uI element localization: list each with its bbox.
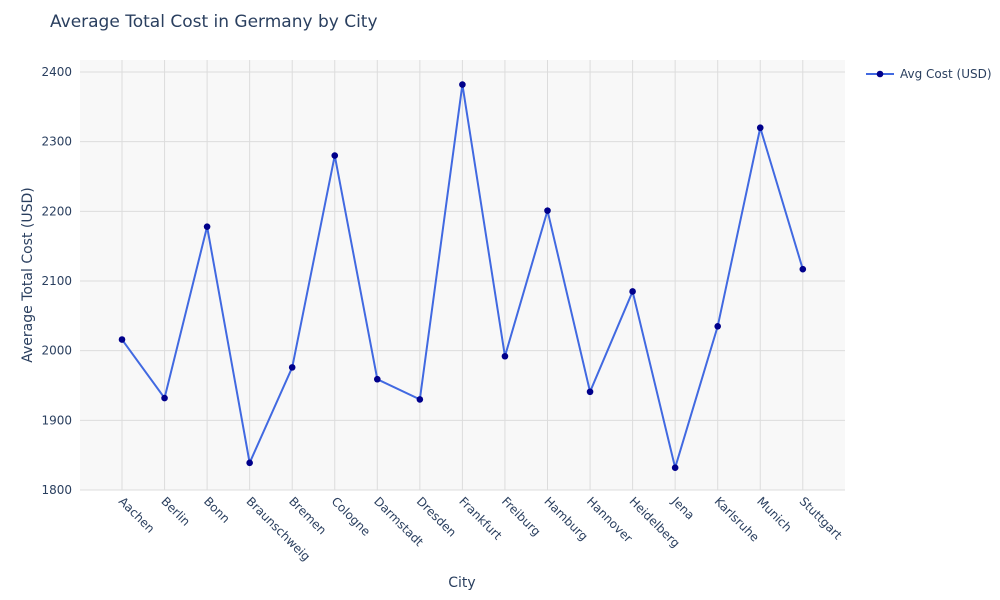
data-point[interactable] bbox=[246, 459, 253, 467]
y-tick-label: 2400 bbox=[41, 65, 72, 79]
data-point[interactable] bbox=[118, 336, 126, 343]
x-gridlines bbox=[121, 60, 804, 490]
x-axis-title: City bbox=[448, 575, 475, 591]
x-tick-label: Stuttgart bbox=[797, 494, 845, 542]
data-point[interactable] bbox=[416, 396, 424, 403]
legend-label: Avg Cost (USD) bbox=[900, 67, 992, 81]
data-point[interactable] bbox=[714, 322, 721, 330]
data-point[interactable] bbox=[203, 223, 211, 230]
legend-marker-swatch bbox=[876, 70, 884, 78]
x-tick-label: Frankfurt bbox=[456, 494, 505, 543]
data-point[interactable] bbox=[586, 388, 594, 396]
data-point[interactable] bbox=[756, 124, 764, 132]
y-tick-label: 2100 bbox=[41, 274, 72, 288]
x-tick-label: Cologne bbox=[329, 494, 374, 539]
data-point[interactable] bbox=[544, 207, 551, 214]
data-point[interactable] bbox=[629, 288, 636, 295]
x-tick-label: Munich bbox=[754, 494, 794, 534]
series-layer bbox=[118, 81, 807, 472]
x-tick-label: Jena bbox=[668, 494, 697, 523]
y-axis-title: Average Total Cost (USD) bbox=[20, 187, 36, 363]
data-point[interactable] bbox=[501, 352, 509, 360]
y-tick-label: 2000 bbox=[41, 344, 72, 358]
data-point[interactable] bbox=[671, 464, 679, 472]
x-tick-label: Aachen bbox=[116, 494, 158, 536]
x-tick-label: Berlin bbox=[158, 494, 193, 529]
chart-title: Average Total Cost in Germany by City bbox=[50, 12, 378, 32]
data-point[interactable] bbox=[288, 364, 296, 371]
y-tick-labels: 1800 1900 2000 2100 2200 2300 2400 bbox=[41, 65, 72, 497]
y-tick-label: 2300 bbox=[41, 135, 72, 149]
x-tick-label: Karlsruhe bbox=[712, 494, 762, 544]
data-point[interactable] bbox=[374, 375, 381, 383]
y-tick-label: 2200 bbox=[41, 204, 72, 218]
data-point[interactable] bbox=[459, 81, 466, 88]
x-tick-label: Bonn bbox=[201, 494, 233, 526]
x-tick-label: Freiburg bbox=[499, 494, 544, 539]
y-tick-label: 1800 bbox=[41, 483, 72, 497]
x-tick-label: Hamburg bbox=[541, 494, 590, 543]
data-point[interactable] bbox=[331, 152, 339, 159]
y-tick-label: 1900 bbox=[41, 413, 72, 427]
x-tick-label: Bremen bbox=[286, 494, 329, 537]
legend[interactable]: Avg Cost (USD) bbox=[866, 67, 992, 81]
data-point[interactable] bbox=[799, 265, 807, 273]
data-point[interactable] bbox=[161, 394, 168, 402]
